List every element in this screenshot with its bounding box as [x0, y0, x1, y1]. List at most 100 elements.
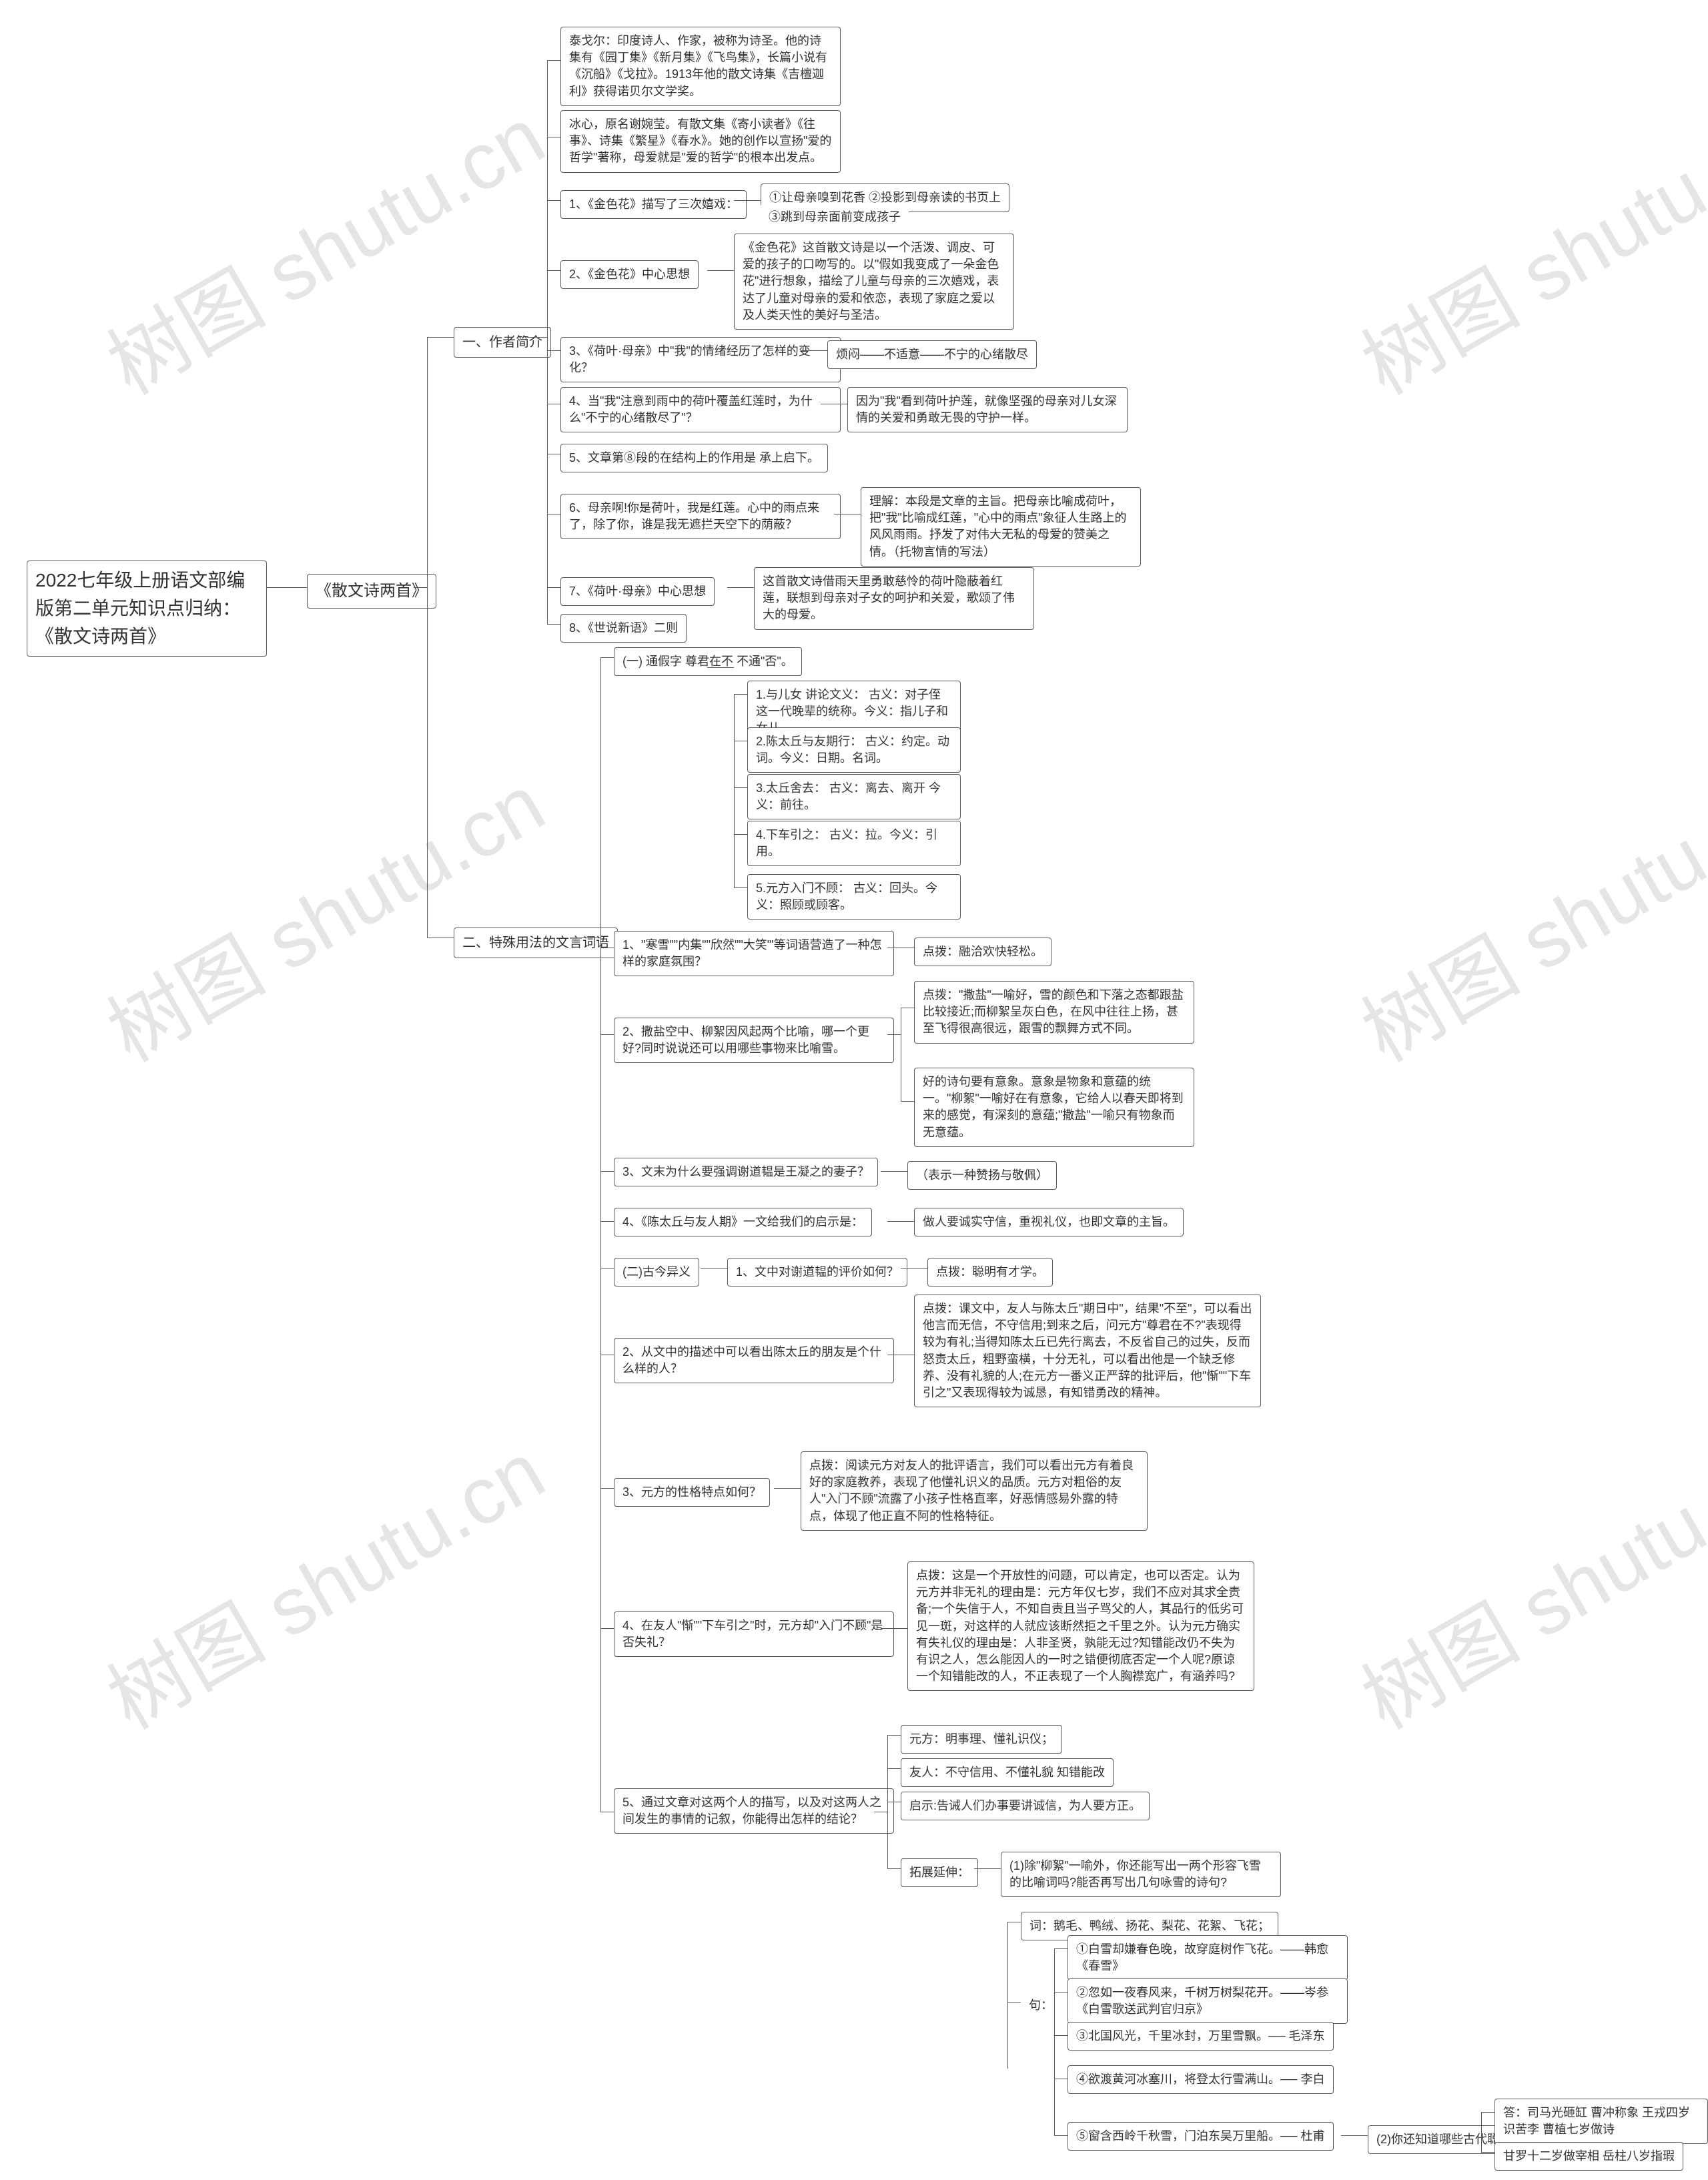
watermark: 树图 shutu.cn	[83, 741, 562, 1084]
q6-ans: 理解：本段是文章的主旨。把母亲比喻成荷叶，把"我"比喻成红莲，"心中的雨点"象征…	[861, 487, 1141, 567]
sec1-item-3: 4.下车引之： 古义：拉。今义：引用。	[747, 821, 961, 866]
watermark: 树图 shutu.cn	[1338, 741, 1708, 1084]
sec1-trunk	[734, 694, 735, 887]
section-author: 一、作者简介	[454, 327, 551, 358]
connector	[707, 270, 734, 271]
sub2-a: 点拨："撒盐"一喻好，雪的颜色和下落之态都跟盐比较接近;而柳絮呈灰白色，在风中往…	[914, 981, 1194, 1044]
q6: 6、母亲啊!你是荷叶，我是红莲。心中的雨点来了，除了你，谁是我无遮拦天空下的荫蔽…	[560, 494, 841, 539]
connector	[707, 667, 734, 668]
sec1: (一) 通假字 尊君在不 不通"否"。	[614, 647, 802, 676]
sec1-item-1: 2.陈太丘与友期行： 古义：约定。动词。今义：日期。名词。	[747, 727, 961, 773]
connector	[600, 1488, 614, 1489]
root-node: 2022七年级上册语文部编版第二单元知识点归纳：《散文诗两首》	[27, 561, 267, 657]
sub3-ans: （表示一种赞扬与敬佩）	[907, 1161, 1057, 1190]
connector	[547, 200, 560, 201]
watermark: 树图 shutu.cn	[1338, 1408, 1708, 1751]
level1-node: 《散文诗两首》	[307, 574, 436, 609]
connector	[1007, 2002, 1021, 2003]
connector	[1481, 2152, 1494, 2153]
watermark: 树图 shutu.cn	[83, 1408, 562, 1751]
sub5: 1、文中对谢道韫的评价如何？	[727, 1258, 907, 1287]
author-bingxin: 冰心，原名谢婉莹。有散文集《寄小读者》《往事》、诗集《繁星》《春水》。她的创作以…	[560, 110, 841, 173]
connector	[267, 587, 307, 588]
q5: 5、文章第⑧段的在结构上的作用是 承上启下。	[560, 444, 828, 472]
connector	[881, 1628, 907, 1629]
connector	[734, 834, 747, 835]
sub6: 2、从文中的描述中可以看出陈太丘的朋友是个什么样的人？	[614, 1338, 894, 1383]
special-trunk	[600, 657, 601, 1812]
connector	[600, 1034, 614, 1035]
author-trunk	[547, 60, 548, 624]
sec1-item-2: 3.太丘舍去： 古义：离去、离开 今义：前往。	[747, 774, 961, 819]
author-tagore: 泰戈尔：印度诗人、作家，被称为诗圣。他的诗集有《园丁集》《新月集》《飞鸟集》，长…	[560, 27, 841, 106]
sub1: 1、"寒雪""内集""欣然""大笑"'等词语营造了一种怎样的家庭氛围？	[614, 931, 894, 976]
sub7-ans: 点拨：阅读元方对友人的批评语言，我们可以看出元方有着良好的家庭教养，表现了他懂礼…	[801, 1451, 1148, 1531]
connector	[547, 60, 560, 61]
q4: 4、当"我"注意到雨中的荷叶覆盖红莲时，为什么"不宁的心绪散尽了"？	[560, 387, 841, 432]
connector	[600, 1221, 614, 1222]
q7-ans: 这首散文诗借雨天里勇敢慈怜的荷叶隐蔽着红莲，联想到母亲对子女的呵护和关爱，歌颂了…	[754, 567, 1034, 630]
sub9-ju-label: 句：	[1021, 1992, 1061, 2019]
sub9-extlabel: 拓展延伸：	[901, 1858, 978, 1887]
connector	[887, 1868, 901, 1869]
q7: 7、《荷叶·母亲》中心思想	[560, 577, 715, 606]
connector	[881, 1171, 907, 1172]
trunk	[427, 337, 428, 938]
sec2: (二)古今异义	[614, 1258, 699, 1287]
connector	[727, 587, 754, 588]
sub9-youren: 友人：不守信用、不懂礼貌 知错能改	[901, 1758, 1114, 1787]
connector	[547, 350, 560, 351]
connector	[547, 270, 560, 271]
q1: 1、《金色花》描写了三次嬉戏：	[560, 190, 747, 219]
sub3: 3、文末为什么要强调谢道韫是王凝之的妻子？	[614, 1158, 878, 1186]
sub2-b: 好的诗句要有意象。意象是物象和意蕴的统一。"柳絮"一喻好在有意象，它给人以春天即…	[914, 1068, 1194, 1147]
sub9-ext2b: 甘罗十二岁做宰相 岳柱八岁指瑕	[1494, 2142, 1683, 2171]
connector	[887, 1735, 901, 1736]
watermark: 树图 shutu.cn	[1338, 73, 1708, 416]
connector	[734, 694, 747, 695]
poem-1: ①白雪却嫌春色晚，故穿庭树作飞花。——韩愈《春雪》	[1068, 1935, 1348, 1980]
sub1-ans: 点拨：融洽欢快轻松。	[914, 938, 1051, 966]
q2-ans: 《金色花》这首散文诗是以一个活泼、调皮、可爱的孩子的口吻写的。以"假如我变成了一…	[734, 234, 1014, 330]
section-special: 二、特殊用法的文言词语	[454, 928, 618, 958]
poem-2: ②忽如一夜春风来，千树万树梨花开。——岑参《白雪歌送武判官归京》	[1068, 1978, 1348, 2024]
connector	[801, 350, 827, 351]
connector	[887, 1221, 914, 1222]
connector	[774, 1488, 801, 1489]
sub8-ans: 点拨：这是一个开放性的问题，可以肯定，也可以否定。认为元方并非无礼的理由是：元方…	[907, 1561, 1254, 1691]
watermark: 树图 shutu.cn	[83, 73, 562, 416]
connector	[734, 200, 761, 201]
q1-a2: ③跳到母亲面前变成孩子	[761, 204, 909, 231]
sub9-ext1: (1)除"柳絮"一喻外，你还能写出一两个形容飞雪的比喻词吗?能否再写出几句咏雪的…	[1001, 1852, 1281, 1897]
connector	[901, 1101, 914, 1102]
connector	[600, 657, 614, 658]
sub9-ext2a: 答：司马光砸缸 曹冲称象 王戎四岁识苦李 曹植七岁做诗	[1494, 2099, 1708, 2144]
connector	[1481, 2112, 1494, 2113]
connector	[1054, 1948, 1068, 1949]
sub4-ans: 做人要诚实守信，重视礼仪，也即文章的主旨。	[914, 1208, 1184, 1236]
sub8: 4、在友人"惭""下车引之"时，元方却"入门不顾"是否失礼？	[614, 1611, 894, 1657]
q2: 2、《金色花》中心思想	[560, 260, 699, 289]
sub7: 3、元方的性格特点如何？	[614, 1478, 770, 1507]
connector	[600, 1171, 614, 1172]
sub6-ans: 点拨：课文中，友人与陈太丘"期日中"，结果"不至"，可以看出他言而无信，不守信用…	[914, 1295, 1261, 1407]
connector	[974, 1868, 1001, 1869]
connector	[547, 624, 560, 625]
q3: 3、《荷叶·母亲》中"我"的情绪经历了怎样的变化？	[560, 337, 841, 382]
poem-5: ⑤窗含西岭千秋雪，门泊东吴万里船。── 杜甫	[1068, 2122, 1334, 2151]
connector	[734, 887, 747, 888]
q3-ans: 烦闷——不适意——不宁的心绪散尽	[827, 340, 1037, 369]
connector	[887, 1768, 901, 1769]
connector	[527, 337, 547, 338]
connector	[734, 787, 747, 788]
connector	[600, 1628, 614, 1629]
sub4: 4、《陈太丘与友人期》一文给我们的启示是：	[614, 1208, 872, 1236]
connector	[1054, 2135, 1068, 2136]
poem-3: ③北国风光，千里冰封，万里雪飘。── 毛泽东	[1068, 2022, 1334, 2051]
connector	[887, 1034, 901, 1035]
poem-4: ④欲渡黄河冰塞川，将登太行雪满山。── 李白	[1068, 2065, 1334, 2094]
q8: 8、《世说新语》二则	[560, 614, 687, 643]
connector	[1054, 2035, 1068, 2036]
poem-trunk	[1054, 1948, 1055, 2135]
connector	[427, 337, 454, 338]
